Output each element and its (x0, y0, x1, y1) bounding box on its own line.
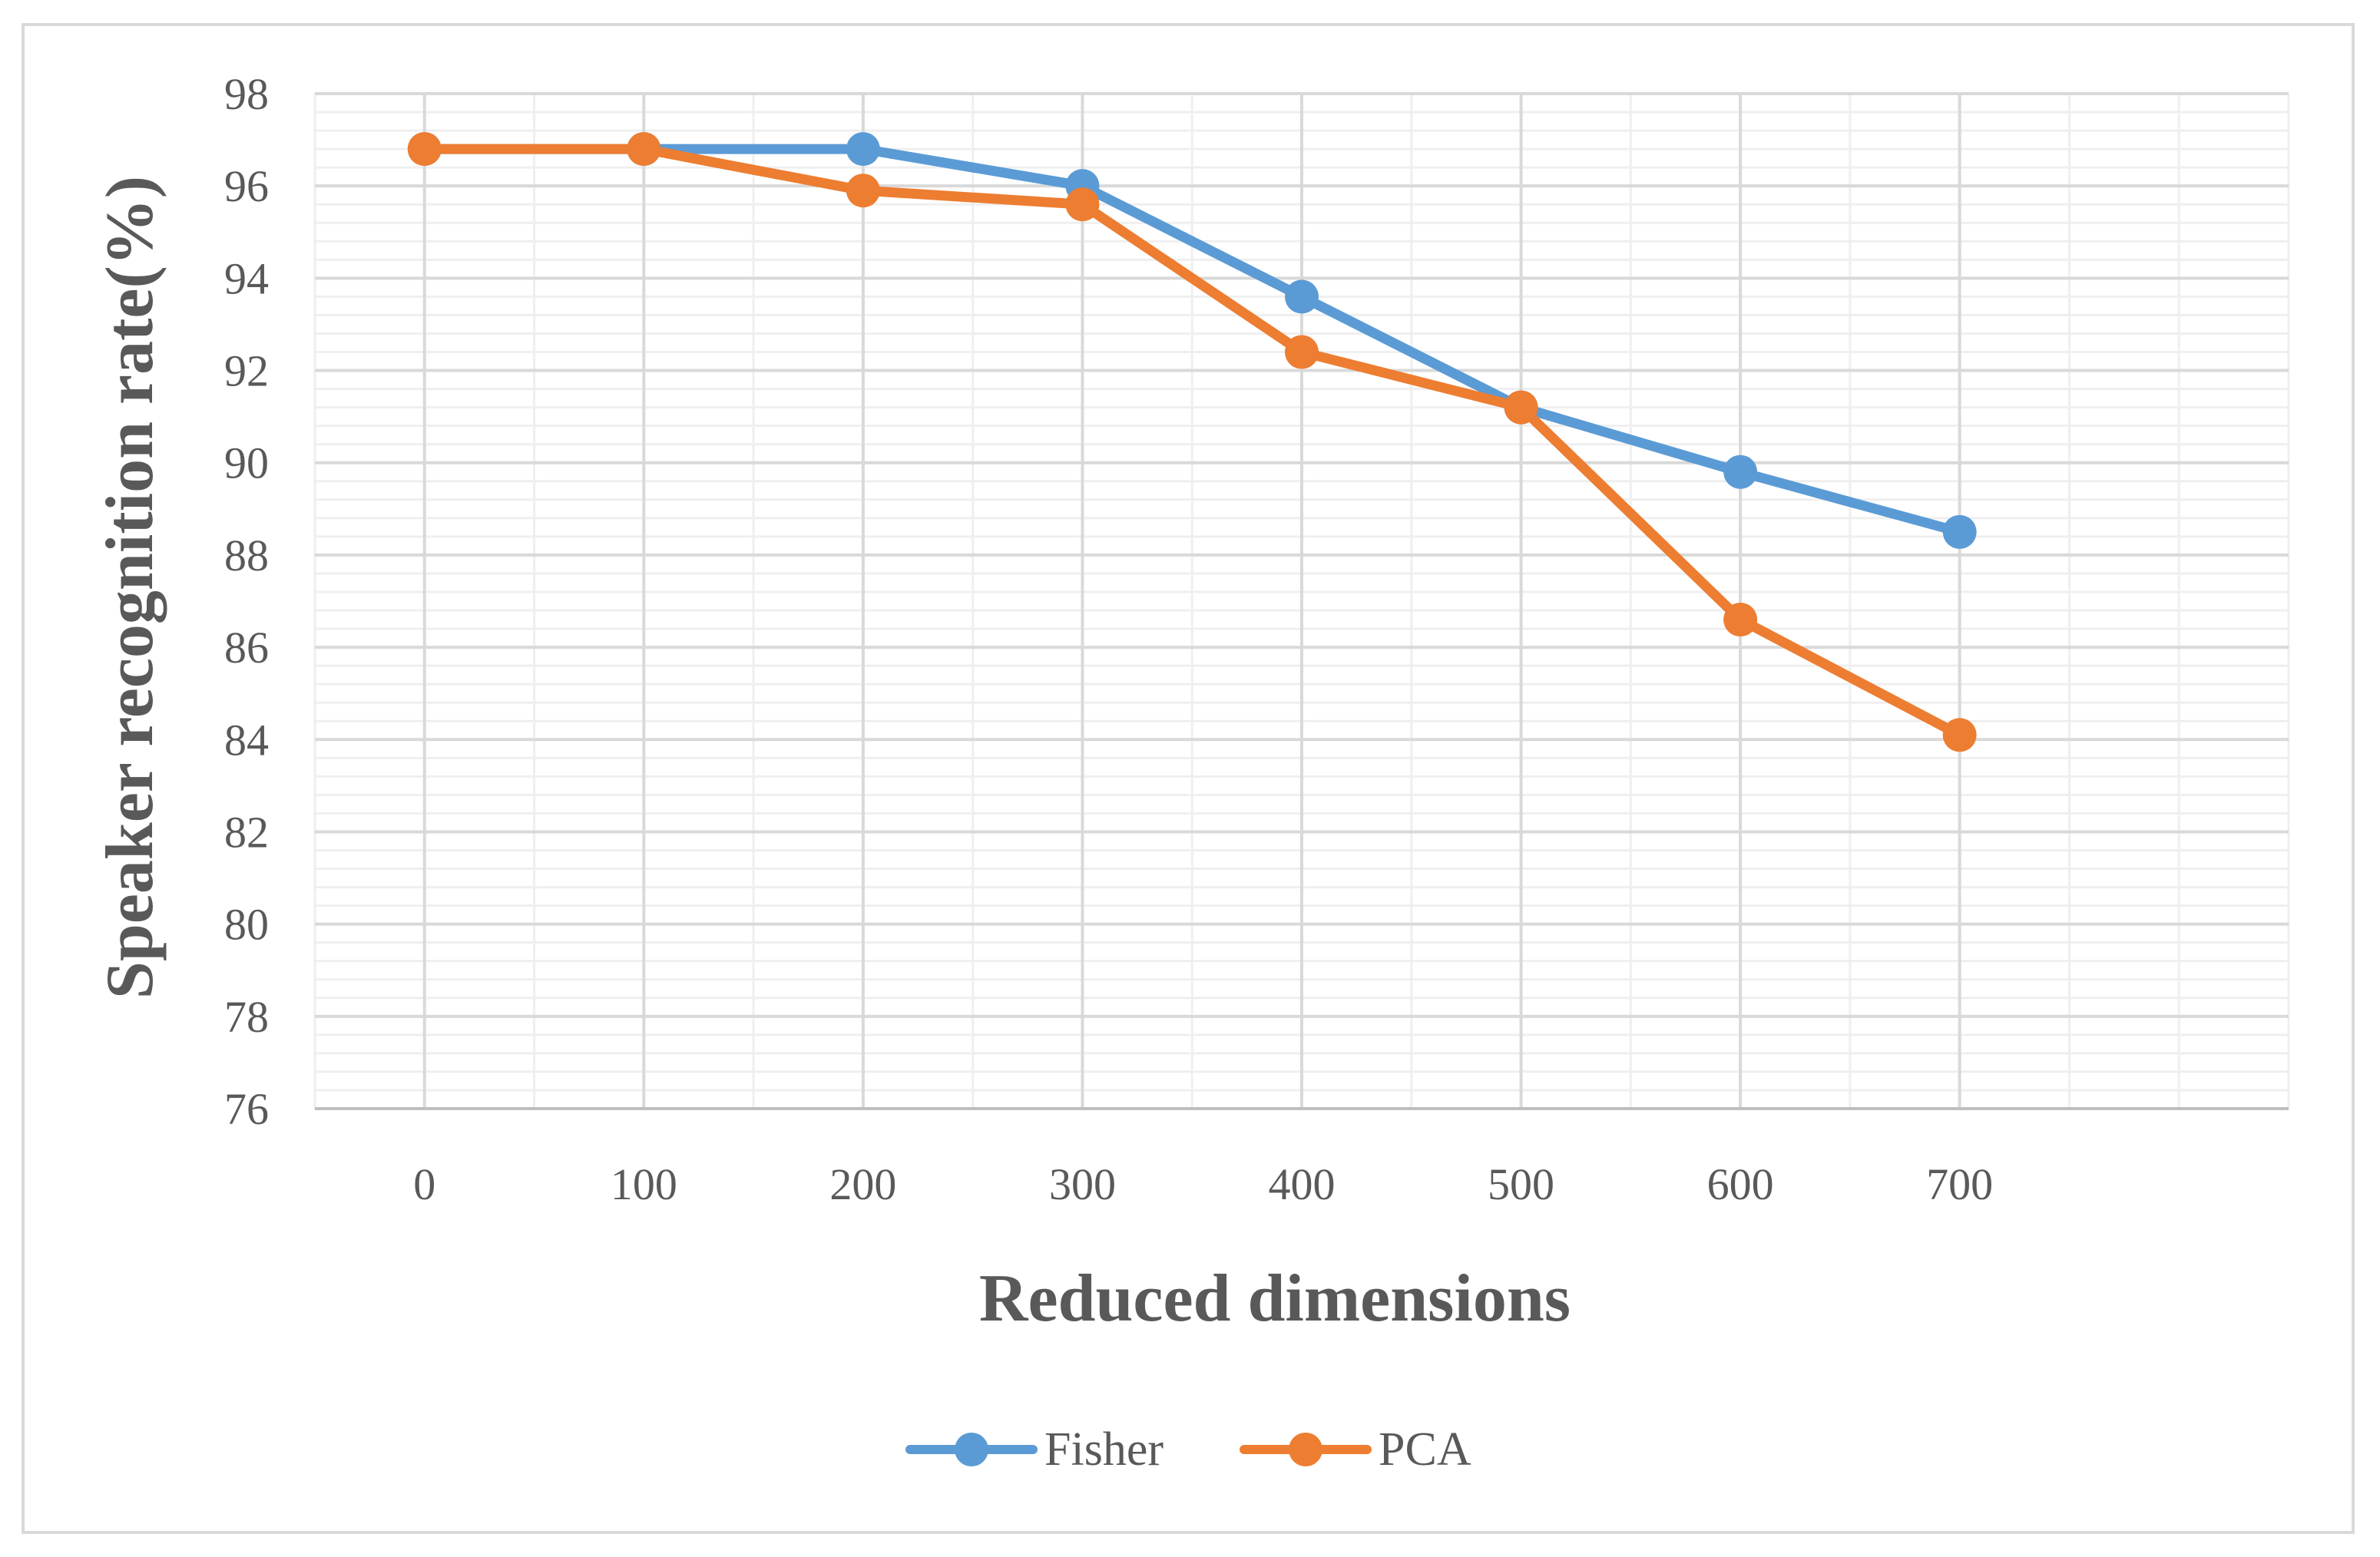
data-point-fisher-700 (1942, 514, 1977, 549)
data-point-pca-400 (1285, 335, 1319, 369)
legend-item-pca[interactable]: PCA (1240, 1423, 1471, 1476)
data-point-pca-0 (407, 132, 442, 167)
data-point-fisher-200 (846, 132, 880, 167)
y-tick-label: 96 (224, 161, 269, 211)
data-point-fisher-400 (1285, 279, 1319, 314)
y-tick-label: 82 (224, 807, 269, 857)
data-point-pca-300 (1065, 187, 1100, 222)
y-axis-title: Speaker recognition rate(%) (93, 176, 167, 999)
grid (313, 92, 2290, 1109)
data-point-fisher-600 (1723, 455, 1758, 489)
y-tick-label: 86 (224, 623, 269, 673)
y-tick-label: 88 (224, 531, 269, 580)
y-tick-label: 78 (224, 992, 269, 1042)
x-tick-label: 400 (1269, 1159, 1336, 1209)
series (407, 132, 1977, 752)
x-axis-title: Reduced dimensions (979, 1261, 1571, 1336)
data-point-pca-700 (1942, 718, 1977, 752)
x-tick-label: 300 (1049, 1159, 1116, 1209)
legend-pca-label: PCA (1379, 1423, 1471, 1476)
x-tick-label: 200 (829, 1159, 896, 1209)
x-tick-label: 700 (1926, 1159, 1993, 1209)
x-tick-label: 0 (413, 1159, 435, 1209)
y-tick-label: 94 (224, 253, 269, 303)
x-tick-label: 500 (1488, 1159, 1554, 1209)
y-tick-label: 84 (224, 715, 269, 765)
y-tick-label: 98 (224, 69, 269, 119)
series-line-fisher (419, 144, 1965, 537)
y-tick-label: 76 (224, 1084, 269, 1134)
y-tick-label: 80 (224, 900, 269, 950)
series-line-pca (419, 144, 1965, 740)
y-tick-label: 90 (224, 438, 269, 488)
data-point-pca-500 (1504, 390, 1538, 425)
tick-labels: 76 78 80 82 84 86 88 90 92 94 96 98 0 100 200 300 400 500… (224, 69, 1993, 1209)
legend: Fisher PCA (905, 1423, 1471, 1476)
legend-fisher-marker (955, 1433, 988, 1466)
y-tick-label: 92 (224, 346, 269, 396)
data-point-pca-600 (1723, 603, 1758, 637)
x-tick-label: 100 (611, 1159, 677, 1209)
legend-pca-marker (1289, 1433, 1322, 1466)
x-tick-label: 600 (1707, 1159, 1774, 1209)
legend-item-fisher[interactable]: Fisher (905, 1423, 1164, 1476)
data-point-pca-100 (627, 132, 661, 167)
legend-fisher-label: Fisher (1044, 1423, 1164, 1476)
data-point-pca-200 (846, 174, 880, 208)
